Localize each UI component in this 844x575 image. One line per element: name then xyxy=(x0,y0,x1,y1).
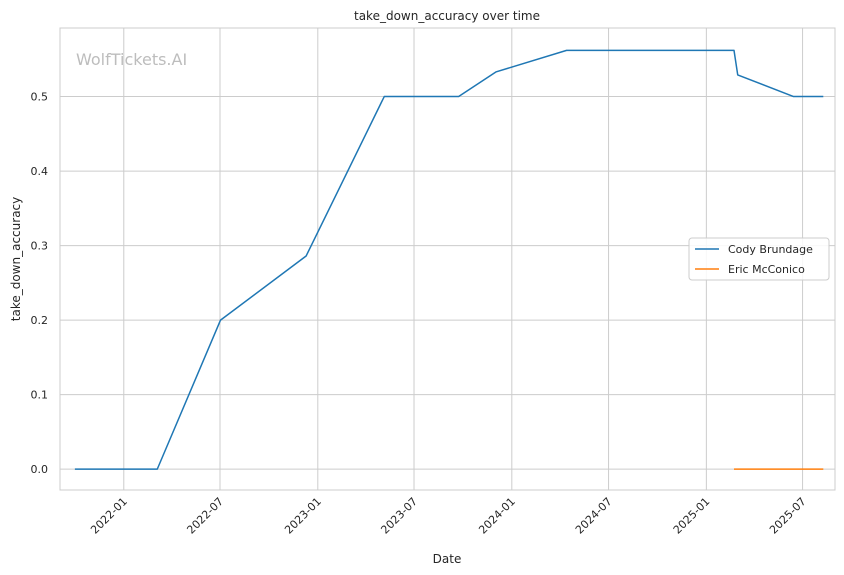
series-lines xyxy=(74,49,824,470)
y-tick-label: 0.3 xyxy=(31,240,49,253)
x-tick-label: 2022-01 xyxy=(88,495,130,537)
y-tick-label: 0.4 xyxy=(31,165,49,178)
y-tick-label: 0.0 xyxy=(31,463,49,476)
y-axis-label: take_down_accuracy xyxy=(9,197,23,321)
x-tick-label: 2024-07 xyxy=(573,495,615,537)
x-tick-label: 2023-01 xyxy=(282,495,324,537)
legend: Cody Brundage Eric McConico xyxy=(688,237,830,281)
x-axis-ticks: 2022-01 2022-07 2023-01 2023-07 2024-01 2024-… xyxy=(88,495,808,537)
chart-title: take_down_accuracy over time xyxy=(354,9,540,23)
legend-label: Eric McConico xyxy=(728,263,805,276)
legend-label: Cody Brundage xyxy=(728,243,813,256)
x-tick-label: 2025-07 xyxy=(767,495,809,537)
watermark: WolfTickets.AI xyxy=(76,50,187,69)
y-axis-ticks: 0.0 0.1 0.2 0.3 0.4 0.5 xyxy=(31,91,49,477)
y-tick-label: 0.1 xyxy=(31,389,49,402)
x-tick-label: 2025-01 xyxy=(671,495,713,537)
y-tick-label: 0.5 xyxy=(31,91,49,104)
plot-frame xyxy=(59,27,836,491)
x-tick-label: 2022-07 xyxy=(184,495,226,537)
series-line xyxy=(74,49,824,470)
y-tick-label: 0.2 xyxy=(31,314,49,327)
x-tick-label: 2024-01 xyxy=(476,495,518,537)
legend-box xyxy=(688,237,830,281)
x-tick-label: 2023-07 xyxy=(378,495,420,537)
x-axis-label: Date xyxy=(433,552,462,566)
